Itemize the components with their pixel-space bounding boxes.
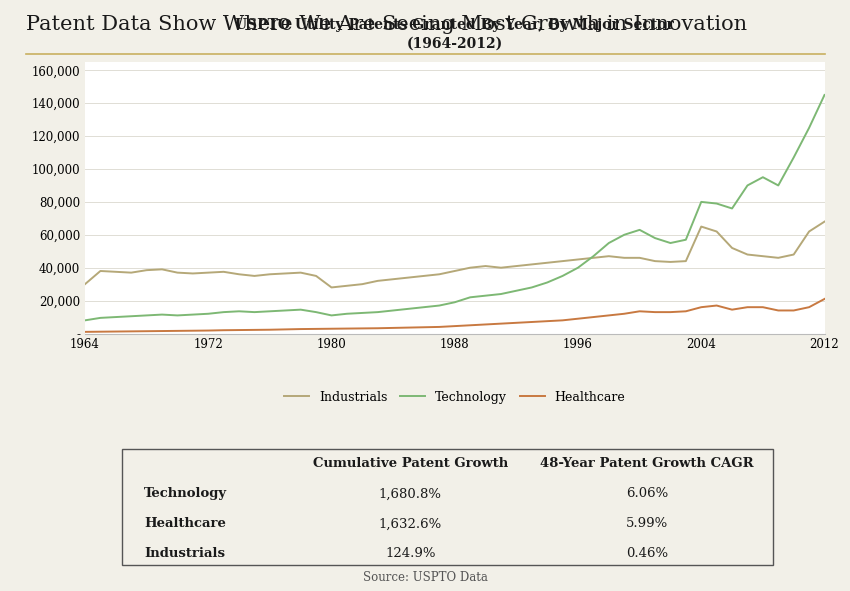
- Text: Healthcare: Healthcare: [144, 517, 226, 530]
- Text: Technology: Technology: [144, 488, 227, 501]
- Text: Source: USPTO Data: Source: USPTO Data: [363, 571, 487, 584]
- Title: USPTO Utility Patents Granted By Year, By Major Sector
(1964-2012): USPTO Utility Patents Granted By Year, B…: [235, 18, 674, 51]
- Text: 1,680.8%: 1,680.8%: [379, 488, 442, 501]
- Text: Cumulative Patent Growth: Cumulative Patent Growth: [313, 457, 508, 470]
- Text: 124.9%: 124.9%: [385, 547, 436, 560]
- Text: 0.46%: 0.46%: [626, 547, 668, 560]
- Legend: Industrials, Technology, Healthcare: Industrials, Technology, Healthcare: [279, 386, 631, 409]
- Text: 48-Year Patent Growth CAGR: 48-Year Patent Growth CAGR: [541, 457, 754, 470]
- Text: Patent Data Show Where We Are Seeing Most Growth in Innovation: Patent Data Show Where We Are Seeing Mos…: [26, 15, 746, 34]
- Text: 5.99%: 5.99%: [626, 517, 668, 530]
- Text: 1,632.6%: 1,632.6%: [379, 517, 442, 530]
- Text: Industrials: Industrials: [144, 547, 225, 560]
- Text: 6.06%: 6.06%: [626, 488, 668, 501]
